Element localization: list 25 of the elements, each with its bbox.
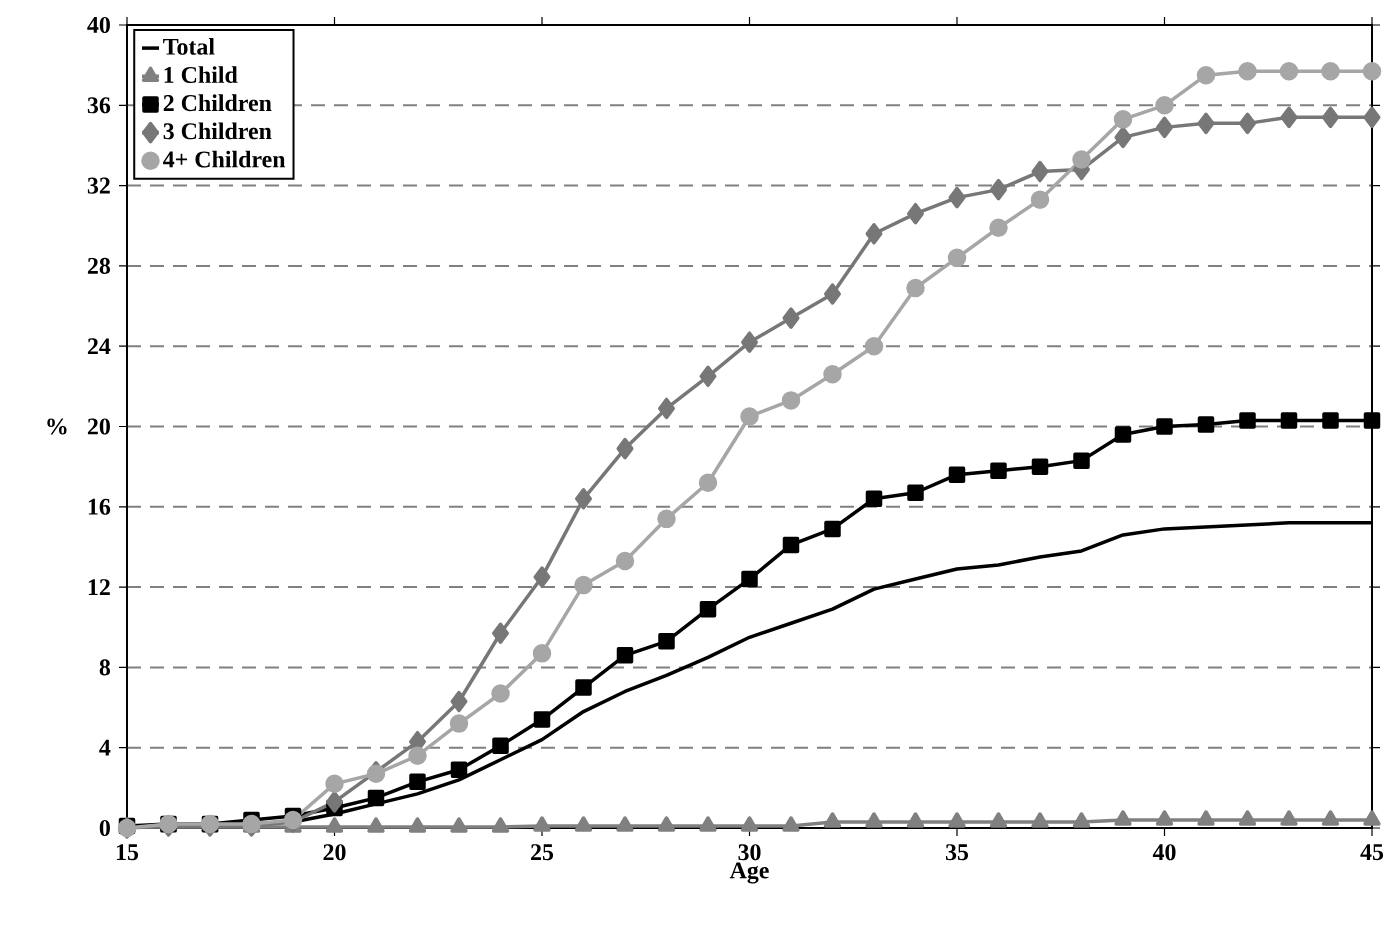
y-tick-label: 36 <box>87 97 111 114</box>
legend-label: 2 Children <box>163 94 272 112</box>
legend-label: Total <box>163 38 215 55</box>
y-tick-label: 8 <box>99 659 111 676</box>
y-tick-label: 4 <box>99 739 111 756</box>
y-tick-label: 20 <box>87 418 110 435</box>
x-tick-label: 45 <box>1360 844 1384 861</box>
x-tick-label: 40 <box>1152 844 1176 861</box>
y-tick-label: 12 <box>88 579 110 596</box>
x-tick-label: 25 <box>531 844 554 861</box>
y-axis-title: % <box>47 418 67 435</box>
legend-label: 4+ Children <box>163 150 286 168</box>
legend-label: 3 Children <box>163 122 272 140</box>
y-tick-label: 28 <box>87 257 111 274</box>
y-tick-label: 0 <box>99 819 110 837</box>
x-axis-title: Age <box>729 862 769 884</box>
y-tick-label: 24 <box>87 338 111 355</box>
x-tick-label: 20 <box>323 844 346 861</box>
legend-label: 1 Child <box>164 66 238 83</box>
y-tick-label: 16 <box>88 498 111 515</box>
y-tick-label: 32 <box>87 177 110 194</box>
x-tick-label: 30 <box>738 844 761 861</box>
x-tick-label: 35 <box>945 844 969 861</box>
y-tick-label: 40 <box>87 16 110 34</box>
x-tick-label: 15 <box>116 844 139 861</box>
